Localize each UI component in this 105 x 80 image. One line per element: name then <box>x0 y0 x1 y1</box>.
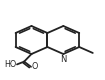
Text: HO: HO <box>4 60 16 69</box>
Text: O: O <box>32 62 38 71</box>
Text: N: N <box>60 55 66 64</box>
